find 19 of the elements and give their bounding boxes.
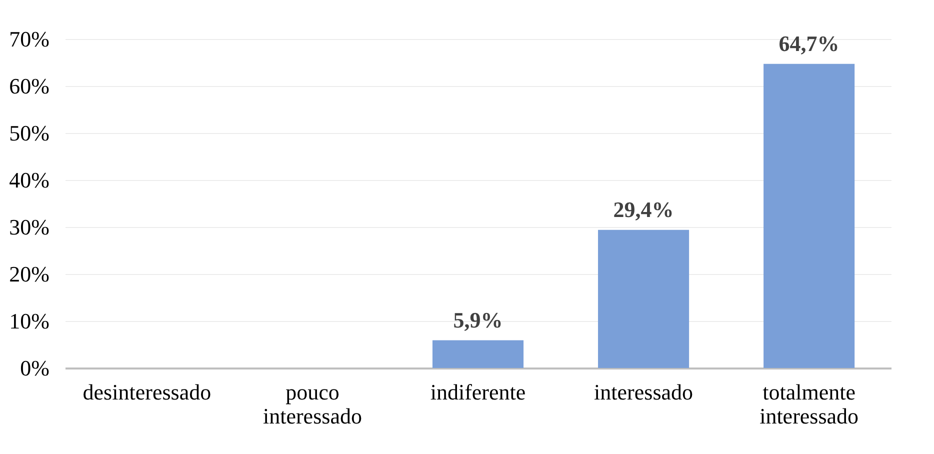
x-tick-label: totalmente interessado — [760, 380, 859, 428]
bar — [432, 340, 524, 368]
y-tick-label: 70% — [9, 26, 50, 52]
data-label: 64,7% — [778, 30, 840, 56]
y-tick-label: 30% — [9, 214, 50, 240]
x-tick-label: pouco interessado — [262, 380, 362, 428]
bar — [598, 230, 690, 368]
y-tick-label: 10% — [9, 308, 50, 334]
y-tick-label: 60% — [9, 74, 50, 98]
y-tick-label: 50% — [9, 120, 50, 146]
y-tick-label: 0% — [20, 356, 50, 380]
bar — [764, 64, 855, 368]
x-tick-label: indiferente — [430, 380, 526, 404]
y-tick-label: 40% — [9, 168, 50, 192]
x-tick-label: desinteressado — [82, 380, 212, 404]
data-label: 5,9% — [453, 307, 503, 332]
y-tick-label: 20% — [9, 262, 50, 286]
x-tick-label: interessado — [594, 380, 694, 404]
data-label: 29,4% — [613, 196, 674, 222]
